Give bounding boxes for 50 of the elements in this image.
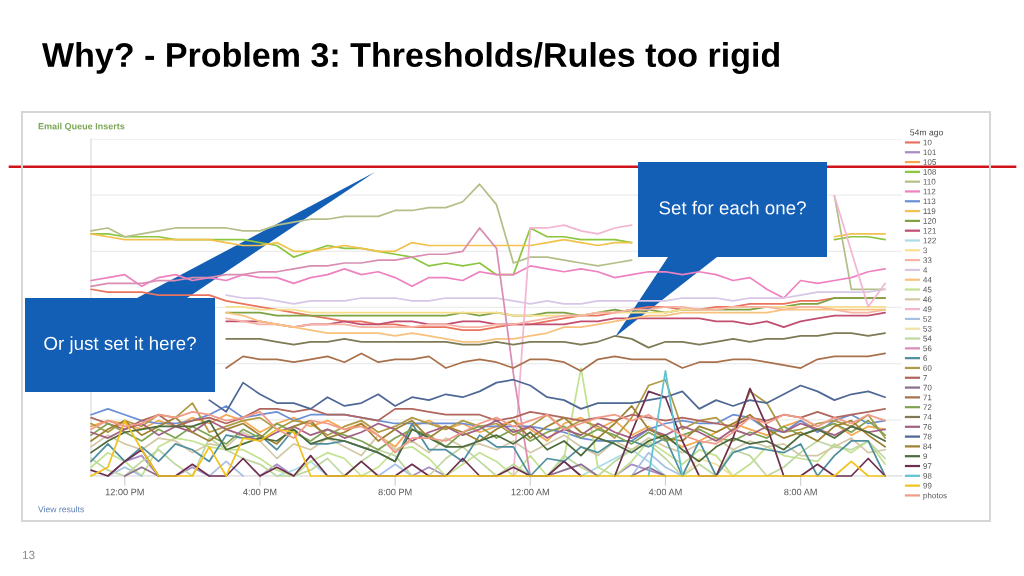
legend-label: 97 [923,463,932,469]
legend-label: 120 [923,218,937,224]
chart-title: Why? - Problem 3: Thresholds/Rules too rigid [42,42,779,74]
legend-label: 46 [923,296,932,303]
legend-label: 99 [923,482,932,489]
legend-label: 44 [923,276,932,283]
text: View results [38,505,84,513]
chart-subtitle: Email Queue Inserts [38,122,125,132]
annotation: Or just set it here? [44,336,196,354]
x-tick-label: 4:00 PM [243,488,277,496]
legend-label: 121 [923,227,936,234]
x-tick-label: 12:00 PM [105,488,144,496]
x-tick-label: 8:00 AM [784,488,817,496]
legend-label: 49 [923,306,932,313]
legend-label: 84 [923,443,932,450]
legend-label: 98 [923,473,932,479]
legend-label: 101 [923,149,936,156]
legend-label: 10 [923,139,932,146]
legend-label: 72 [923,404,932,410]
x-tick-label: 8:00 PM [378,488,412,496]
legend-label: 52 [923,316,932,322]
x-tick-label: 4:00 AM [648,488,682,496]
legend-label: photos [923,492,947,500]
legend-label: 119 [923,208,936,214]
legend-label: 71 [923,394,932,401]
legend-label: 78 [923,433,932,440]
legend-label: 54 [923,335,932,342]
legend-label: 105 [923,159,937,165]
legend-label: 33 [923,257,932,263]
x-tick-label: 12:00 AM [511,488,549,496]
legend-label: 9 [923,453,928,460]
text: 13 [22,550,35,560]
legend-label: 108 [923,169,937,175]
legend-label: 53 [923,325,932,332]
legend-label: 56 [923,345,932,352]
legend-label: 122 [923,237,936,244]
legend-label: 113 [923,198,936,205]
legend-label: 76 [923,423,932,430]
legend-label: 4 [923,267,928,273]
annotation: Set for each one? [659,200,806,215]
legend-label: 6 [923,355,928,362]
legend-label: 7 [923,375,927,381]
legend-label: 45 [923,286,932,293]
legend-label: 60 [923,365,932,371]
legend-label: 74 [923,414,932,420]
legend-label: 70 [923,384,932,391]
legend-label: 3 [923,247,928,254]
legend-label: 112 [923,188,936,195]
legend-label: 110 [923,178,936,185]
legend-title: 54m ago [910,129,943,138]
